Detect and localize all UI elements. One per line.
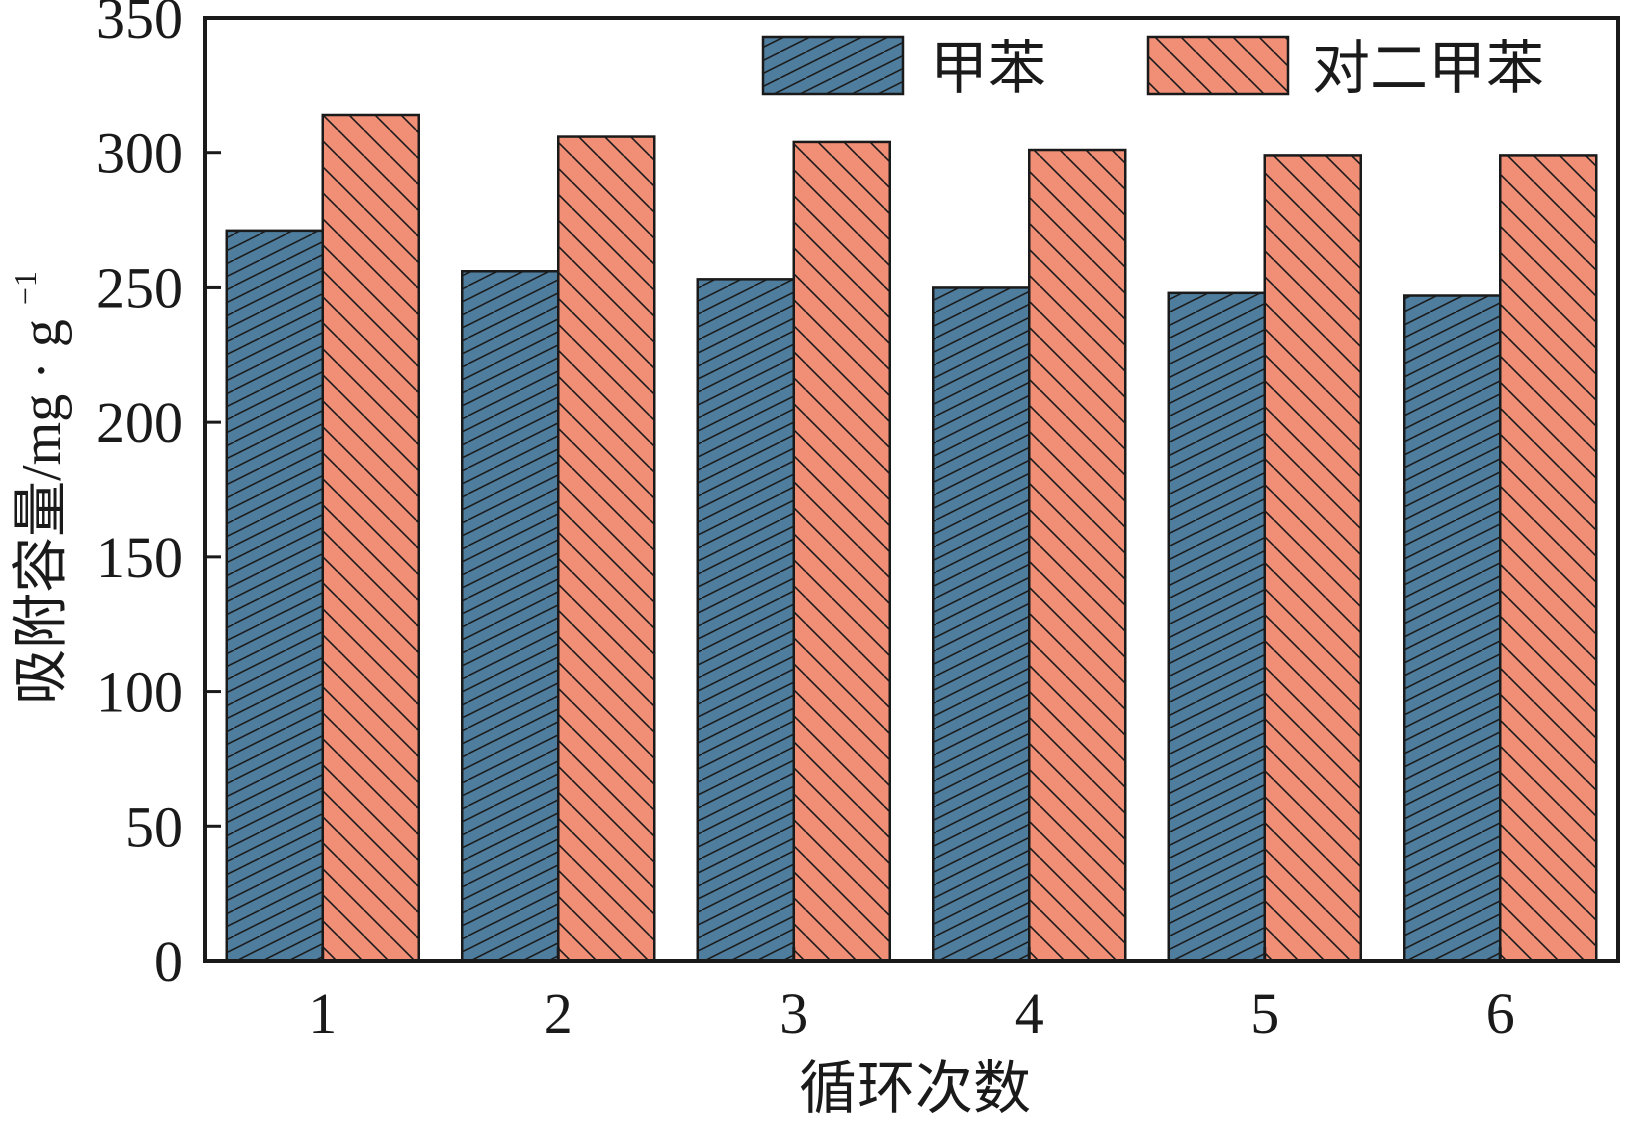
bar-toluene-cycle-1 — [225, 229, 324, 963]
bar-p-xylene-cycle-6 — [1499, 154, 1598, 963]
y-tick-label-350: 350 — [96, 0, 183, 51]
bars-layer — [225, 113, 1598, 963]
bar-toluene-cycle-2 — [461, 270, 560, 963]
legend-label-toluene: 甲苯 — [930, 36, 1046, 101]
y-tick-label-200: 200 — [96, 390, 183, 455]
x-tick-label-1: 1 — [308, 981, 337, 1046]
y-axis-ticks: 0 50 100 150 200 250 300 350 — [96, 0, 221, 994]
x-axis-label: 循环次数 — [799, 1056, 1031, 1121]
y-axis-label: 吸附容量/mg · g −1 — [7, 271, 73, 705]
x-tick-label-3: 3 — [779, 981, 808, 1046]
y-tick-label-0: 0 — [154, 929, 183, 994]
legend-swatch-toluene — [761, 35, 905, 96]
bar-p-xylene-cycle-1 — [321, 113, 420, 963]
bar-toluene-cycle-3 — [696, 278, 795, 963]
x-tick-label-6: 6 — [1486, 981, 1515, 1046]
bar-p-xylene-cycle-3 — [792, 140, 891, 963]
legend-label-p-xylene: 对二甲苯 — [1312, 36, 1544, 101]
bar-p-xylene-cycle-4 — [1028, 148, 1127, 963]
x-tick-label-4: 4 — [1015, 981, 1044, 1046]
bar-toluene-cycle-5 — [1167, 291, 1266, 963]
y-axis-label-main: 吸附容量/mg · g — [11, 319, 73, 705]
x-axis-ticks: 1 2 3 4 5 6 — [308, 947, 1515, 1046]
y-axis-label-superscript: −1 — [7, 271, 43, 305]
y-tick-label-250: 250 — [96, 255, 183, 320]
x-tick-label-2: 2 — [544, 981, 573, 1046]
legend-swatch-p-xylene — [1146, 35, 1290, 96]
y-tick-label-100: 100 — [96, 660, 183, 725]
bar-toluene-cycle-6 — [1403, 294, 1502, 963]
y-tick-label-300: 300 — [96, 121, 183, 186]
bar-p-xylene-cycle-5 — [1263, 154, 1362, 963]
x-tick-label-5: 5 — [1250, 981, 1279, 1046]
y-tick-label-50: 50 — [125, 794, 183, 859]
y-tick-label-150: 150 — [96, 525, 183, 590]
legend: 甲苯 对二甲苯 — [761, 35, 1544, 101]
bar-p-xylene-cycle-2 — [557, 135, 656, 963]
plot-frame — [203, 16, 1620, 963]
bar-toluene-cycle-4 — [932, 286, 1031, 963]
